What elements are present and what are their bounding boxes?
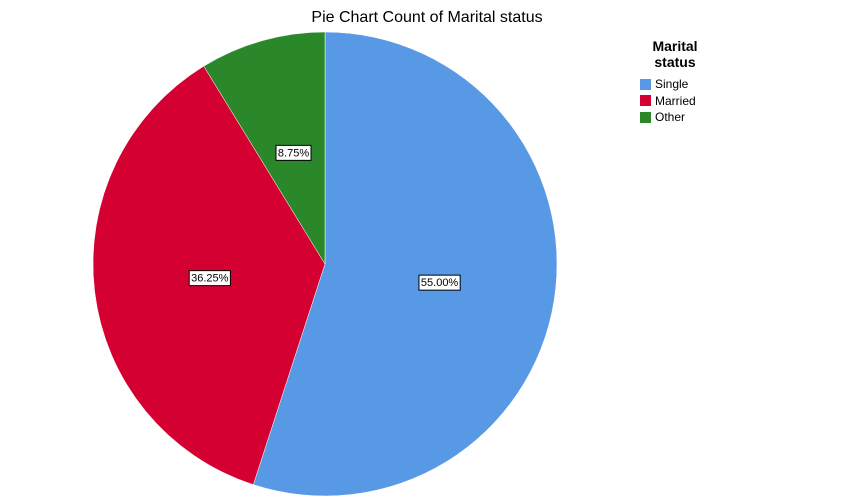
legend-label: Married <box>655 93 696 108</box>
data-label-box <box>275 144 312 161</box>
legend-swatch <box>640 111 651 123</box>
legend-item-single: Single <box>640 76 710 93</box>
legend-label: Single <box>655 77 689 92</box>
legend-swatch <box>640 78 651 90</box>
data-label-married: 36.25% <box>188 270 231 287</box>
data-label-text: 55.00% <box>421 277 459 289</box>
legend-item-married: Married <box>640 93 710 110</box>
legend: Marital status Single Married Other <box>640 38 710 126</box>
data-label-text: 8.75% <box>278 147 309 159</box>
data-label-box <box>418 274 461 291</box>
legend-items: Single Married Other <box>640 76 710 126</box>
pie-slice-single <box>252 31 558 497</box>
data-label-text: 36.25% <box>191 273 229 285</box>
legend-item-other: Other <box>640 109 710 126</box>
data-label-box <box>188 270 231 287</box>
legend-title-line-1: Marital <box>652 38 698 54</box>
chart-title: Pie Chart Count of Marital status <box>311 9 543 26</box>
legend-title: Marital status <box>640 38 710 70</box>
legend-label: Other <box>655 110 686 125</box>
data-label-other: 8.75% <box>275 144 312 161</box>
data-label-single: 55.00% <box>418 274 461 291</box>
legend-swatch <box>640 95 651 107</box>
legend-title-line-2: status <box>654 54 696 70</box>
pie-slice-other <box>203 31 326 265</box>
